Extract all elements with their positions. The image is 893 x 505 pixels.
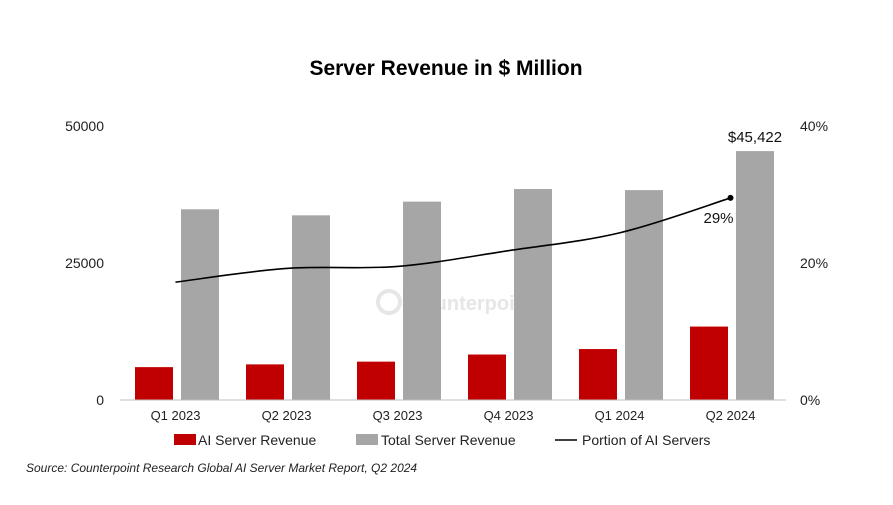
x-category-label: Q3 2023: [373, 408, 423, 423]
x-category-label: Q4 2023: [484, 408, 534, 423]
bar-total-server-revenue: [736, 151, 774, 400]
bar-total-server-revenue: [514, 189, 552, 400]
category-labels: Q1 2023 Q2 2023 Q3 2023 Q4 2023 Q1 2024 Q2 20…: [151, 408, 756, 423]
bars-layer: [135, 151, 774, 400]
bar-ai-server-revenue: [468, 354, 506, 400]
bar-ai-server-revenue: [246, 364, 284, 400]
y-right-tick: 0%: [800, 392, 820, 408]
bar-total-server-revenue: [403, 201, 441, 400]
legend-label-ai: AI Server Revenue: [198, 432, 316, 448]
bar-ai-server-revenue: [690, 326, 728, 400]
y-right-tick: 40%: [800, 118, 828, 134]
legend-swatch-total: [356, 434, 378, 445]
x-category-label: Q1 2023: [151, 408, 201, 423]
y-left-tick: 25000: [65, 255, 104, 271]
legend-label-portion: Portion of AI Servers: [582, 432, 710, 448]
legend-label-total: Total Server Revenue: [381, 432, 516, 448]
last-total-annotation: $45,422: [728, 129, 782, 146]
share-line: [175, 197, 731, 283]
source-note: Source: Counterpoint Research Global AI …: [26, 461, 417, 475]
chart-title: Server Revenue in $ Million: [309, 57, 582, 80]
last-share-annotation: 29%: [703, 210, 733, 227]
x-category-label: Q2 2024: [706, 408, 756, 423]
x-category-label: Q2 2023: [262, 408, 312, 423]
bar-ai-server-revenue: [579, 349, 617, 400]
bar-ai-server-revenue: [135, 367, 173, 400]
watermark-logo-icon: [376, 289, 402, 315]
bar-total-server-revenue: [625, 190, 663, 400]
bar-total-server-revenue: [181, 209, 219, 400]
y-left-tick: 50000: [65, 118, 104, 134]
bar-ai-server-revenue: [357, 361, 395, 400]
x-category-label: Q1 2024: [595, 408, 645, 423]
legend: AI Server Revenue Total Server Revenue P…: [174, 432, 710, 448]
share-line-end-marker: [727, 194, 734, 201]
y-left-tick: 0: [96, 392, 104, 408]
legend-swatch-ai: [174, 434, 196, 445]
share-line-layer: [175, 194, 734, 283]
watermark: Counterpoint: [376, 289, 534, 315]
y-right-tick: 20%: [800, 255, 828, 271]
bar-total-server-revenue: [292, 215, 330, 400]
